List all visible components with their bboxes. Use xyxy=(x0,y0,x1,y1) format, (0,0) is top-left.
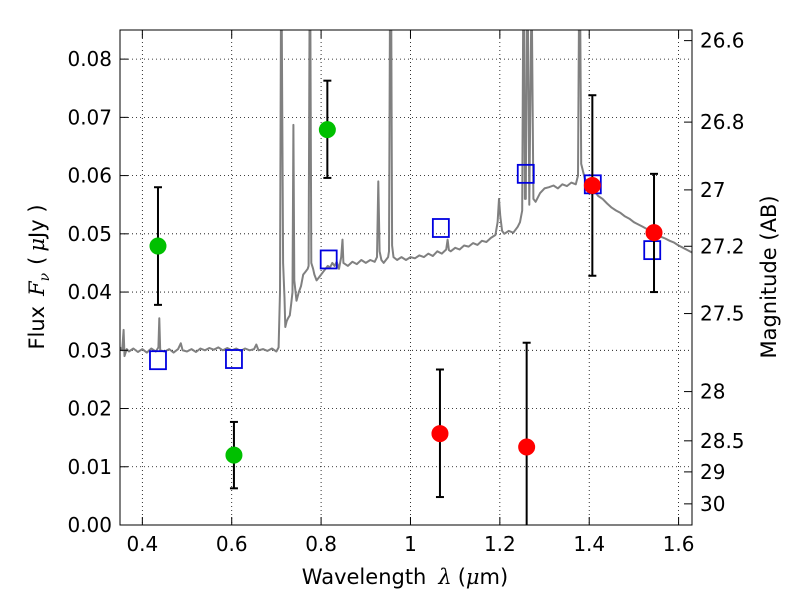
y2-tick-label: 28.5 xyxy=(700,429,745,453)
x-tick-label: 0.4 xyxy=(126,532,158,556)
model-photometry-series xyxy=(149,163,662,371)
red-data-point xyxy=(583,176,601,194)
model-point xyxy=(149,350,167,371)
x-tick-label: 0.6 xyxy=(216,532,248,556)
x-tick-label: 0.8 xyxy=(305,532,337,556)
model-point xyxy=(643,240,662,261)
y2-tick-label: 27.2 xyxy=(700,234,745,258)
y2-axis-label: Magnitude (AB) xyxy=(757,195,781,358)
x-axis-label: Wavelength λ (μm) xyxy=(302,565,508,589)
y-tick-label: 0.04 xyxy=(67,280,112,304)
x-tick-label: 1.4 xyxy=(573,532,605,556)
y2-tick-label: 28 xyxy=(700,380,725,404)
y-tick-label: 0.02 xyxy=(67,397,112,421)
y2-tick-label: 27.5 xyxy=(700,302,745,326)
y2-tick-label: 30 xyxy=(700,492,725,516)
red-data-point xyxy=(431,425,449,443)
y-tick-label: 0.07 xyxy=(67,105,112,129)
model-point xyxy=(431,218,450,238)
green-data-point xyxy=(318,121,336,139)
green-data-point xyxy=(225,446,243,464)
model-point xyxy=(516,163,535,184)
grid-lines xyxy=(120,30,692,525)
y-tick-label: 0.03 xyxy=(67,338,112,362)
y-axis-label: FluxFν(μJy ) xyxy=(25,204,53,349)
y-tick-label: 0.00 xyxy=(67,513,112,537)
observed-photometry-series xyxy=(149,121,663,464)
red-data-point xyxy=(518,438,536,456)
y-tick-label: 0.08 xyxy=(67,47,112,71)
axis-ticks: 0.4 0.6 0.8 1 1.2 1.4 1.6 0.00 0.01 0.02 0.03 0.04 0… xyxy=(67,29,744,556)
model-point xyxy=(225,349,243,369)
spectrum-line xyxy=(120,30,692,358)
green-data-point xyxy=(149,237,167,255)
y-tick-label: 0.01 xyxy=(67,455,112,479)
x-tick-label: 1.2 xyxy=(484,532,516,556)
x-tick-label: 1 xyxy=(404,532,417,556)
y2-tick-label: 27 xyxy=(700,178,725,202)
plot-frame xyxy=(119,29,693,526)
y2-tick-label: 29 xyxy=(700,460,725,484)
y-tick-label: 0.05 xyxy=(67,222,112,246)
y2-tick-label: 26.8 xyxy=(700,110,745,134)
red-data-point xyxy=(645,224,663,242)
spectrum-series xyxy=(120,30,692,358)
y2-tick-label: 26.6 xyxy=(700,29,745,53)
y-tick-label: 0.06 xyxy=(67,164,112,188)
x-tick-label: 1.6 xyxy=(663,532,695,556)
model-point xyxy=(319,249,338,270)
